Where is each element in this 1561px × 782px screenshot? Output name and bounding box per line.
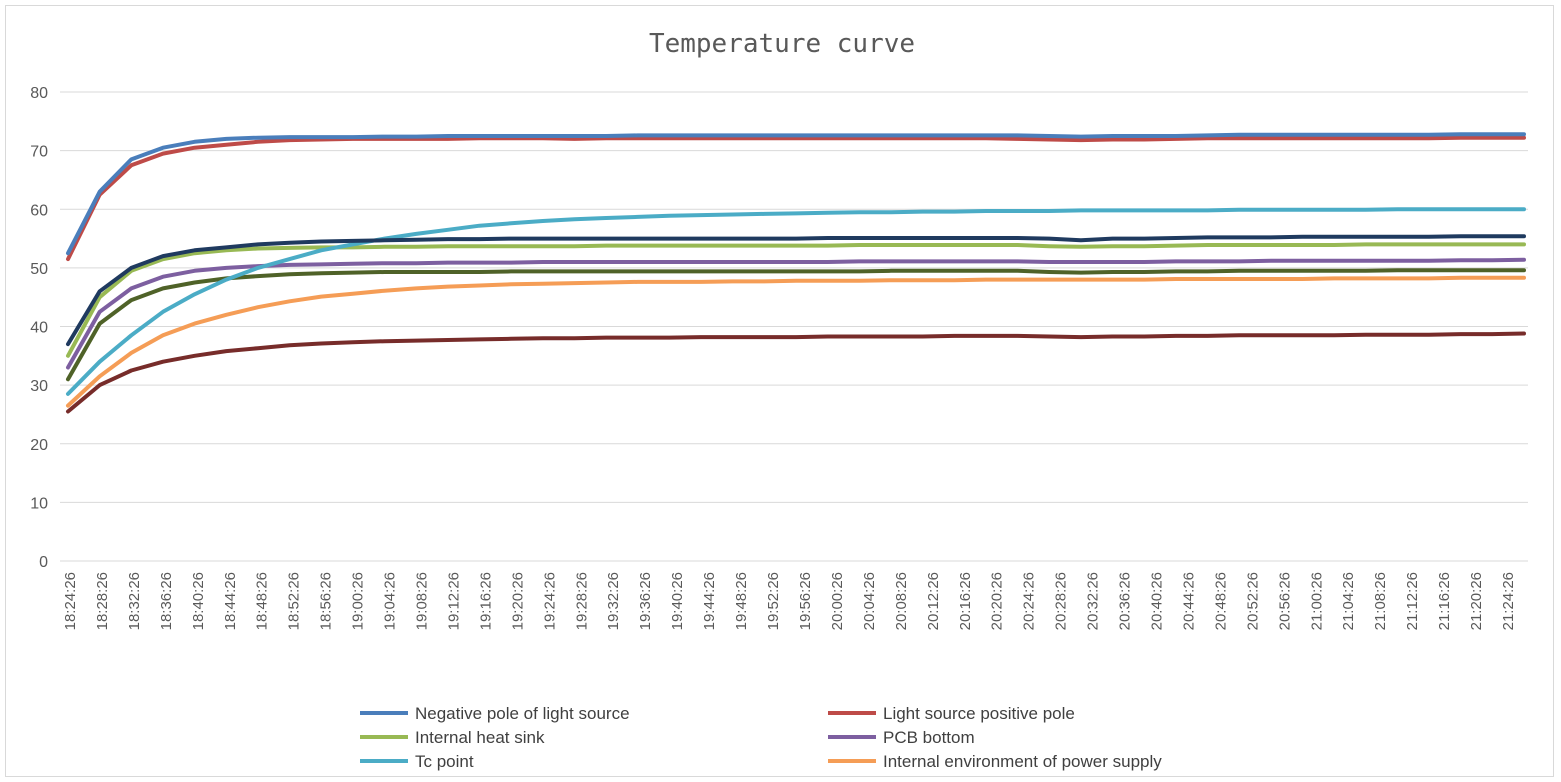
series-line-5 [66,275,1526,408]
legend-label: PCB bottom [883,728,975,747]
x-tick-label: 19:28:26 [573,572,590,630]
x-tick-label: 20:04:26 [861,572,878,630]
series-line-4 [66,207,1526,396]
legend: Negative pole of light source Light sourc… [360,704,1162,771]
x-tick-label: 20:20:26 [989,572,1006,630]
x-tick-label: 19:20:26 [509,572,526,630]
x-tick-label: 19:40:26 [669,572,686,630]
x-tick-label: 19:48:26 [733,572,750,630]
x-tick-label: 20:32:26 [1085,572,1102,630]
x-tick-label: 19:12:26 [445,572,462,630]
x-tick-label: 20:56:26 [1276,572,1293,630]
chart-title: Temperature curve [649,29,915,59]
x-tick-label: 21:24:26 [1500,572,1517,630]
x-tick-label: 19:52:26 [765,572,782,630]
series-line-1 [66,135,1526,262]
series-line-0 [66,132,1526,256]
x-tick-label: 18:36:26 [158,572,175,630]
x-tick-label: 20:12:26 [925,572,942,630]
x-tick-label: 20:00:26 [829,572,846,630]
x-tick-label: 20:08:26 [893,572,910,630]
x-tick-label: 20:36:26 [1117,572,1134,630]
legend-label: Light source positive pole [883,704,1075,723]
x-tick-label: 19:24:26 [541,572,558,630]
y-tick-label: 0 [39,554,48,571]
y-tick-label: 10 [30,495,48,512]
x-tick-label: 20:44:26 [1180,572,1197,630]
x-tick-label: 19:44:26 [701,572,718,630]
series-line-2 [66,242,1526,358]
y-axis: 0 10 20 30 40 50 60 70 80 [30,85,48,571]
x-tick-label: 20:48:26 [1212,572,1229,630]
chart-frame [5,5,1554,777]
legend-label: Tc point [415,752,474,771]
x-tick-label: 18:24:26 [62,572,79,630]
x-tick-label: 18:40:26 [190,572,207,630]
x-tick-label: 21:08:26 [1372,572,1389,630]
x-tick-label: 21:04:26 [1340,572,1357,630]
gridlines [60,91,1528,562]
y-tick-label: 50 [30,261,48,278]
series-lines [66,132,1526,414]
y-tick-label: 40 [30,320,48,337]
x-tick-label: 20:16:26 [957,572,974,630]
x-tick-label: 20:40:26 [1148,572,1165,630]
y-tick-label: 60 [30,202,48,219]
x-tick-label: 18:56:26 [318,572,335,630]
series-line-7 [66,268,1526,382]
x-tick-label: 21:00:26 [1308,572,1325,630]
y-tick-label: 30 [30,378,48,395]
x-tick-label: 18:32:26 [126,572,143,630]
y-tick-label: 70 [30,144,48,161]
x-tick-label: 19:00:26 [350,572,367,630]
x-axis: 18:24:26 18:28:26 18:32:26 18:36:26 18:40:26… [62,572,1517,630]
x-tick-label: 18:44:26 [222,572,239,630]
legend-label: Internal heat sink [415,728,545,747]
x-tick-label: 20:52:26 [1244,572,1261,630]
y-tick-label: 80 [30,85,48,102]
x-tick-label: 19:32:26 [605,572,622,630]
x-tick-label: 20:24:26 [1021,572,1038,630]
series-line-8 [66,331,1526,414]
x-tick-label: 19:16:26 [477,572,494,630]
x-tick-label: 18:28:26 [94,572,111,630]
x-tick-label: 19:36:26 [637,572,654,630]
legend-label: Negative pole of light source [415,704,630,723]
x-tick-label: 21:12:26 [1404,572,1421,630]
series-line-3 [66,257,1526,370]
series-line-6 [66,234,1526,347]
x-tick-label: 19:56:26 [797,572,814,630]
x-tick-label: 19:04:26 [382,572,399,630]
y-tick-label: 20 [30,437,48,454]
x-tick-label: 18:52:26 [286,572,303,630]
x-tick-label: 21:20:26 [1468,572,1485,630]
x-tick-label: 20:28:26 [1053,572,1070,630]
x-tick-label: 21:16:26 [1436,572,1453,630]
legend-label: Internal environment of power supply [883,752,1162,771]
x-tick-label: 18:48:26 [254,572,271,630]
x-tick-label: 19:08:26 [414,572,431,630]
